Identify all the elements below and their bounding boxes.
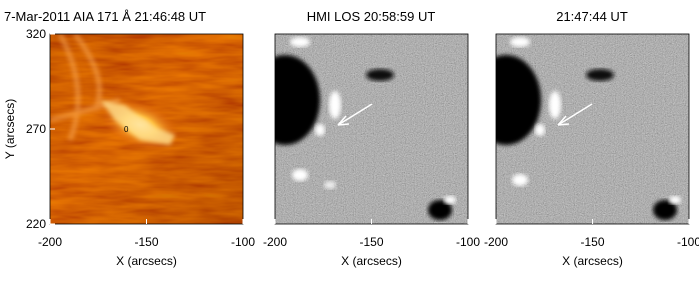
y-axis-label: Y (arcsecs) (3, 99, 17, 159)
x-tick-label: -150 (580, 235, 604, 249)
x-tick-label: -150 (359, 235, 383, 249)
x-tick-label: -200 (484, 235, 508, 249)
x-tick-label: -200 (263, 235, 287, 249)
x-axis-label: X (arcsecs) (116, 254, 177, 268)
hmi-image (250, 34, 468, 224)
x-axis-label: X (arcsecs) (341, 254, 402, 268)
panel-title: 21:47:44 UT (556, 9, 628, 24)
x-tick-label: -100 (677, 235, 699, 249)
x-tick-label: -100 (456, 235, 480, 249)
aia-image (50, 34, 243, 224)
y-tick-label: 320 (26, 27, 46, 41)
x-tick-label: -100 (231, 235, 255, 249)
x-tick-label: -200 (38, 235, 62, 249)
panel-title: HMI LOS 20:58:59 UT (307, 9, 436, 24)
panel-title: 7-Mar-2011 AIA 171 Å 21:46:48 UT (4, 9, 206, 24)
y-tick-label: 220 (26, 217, 46, 231)
y-tick-label: 270 (26, 122, 46, 136)
x-tick-label: -150 (134, 235, 158, 249)
marker: 0 (124, 125, 129, 134)
hmi-image (471, 34, 689, 224)
x-axis-label: X (arcsecs) (562, 254, 623, 268)
figure: 0 7-Mar-2011 AIA 171 Å 21:46:48 UT -200 -1… (0, 0, 699, 276)
